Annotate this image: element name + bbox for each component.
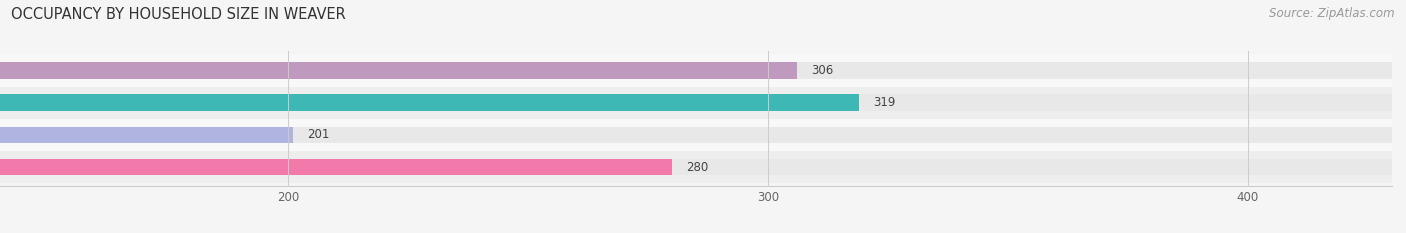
Bar [0,159,1392,175]
Text: 280: 280 [686,161,709,174]
Text: OCCUPANCY BY HOUSEHOLD SIZE IN WEAVER: OCCUPANCY BY HOUSEHOLD SIZE IN WEAVER [11,7,346,22]
Bar [0,151,1392,183]
Text: Source: ZipAtlas.com: Source: ZipAtlas.com [1270,7,1395,20]
Text: 306: 306 [811,64,834,77]
Bar [0,62,797,79]
Text: 319: 319 [873,96,896,109]
Bar [0,127,292,143]
Bar [0,127,1392,143]
Bar [0,87,1392,119]
Bar [0,159,672,175]
Bar [0,94,859,111]
Bar [0,119,1392,151]
Bar [0,94,1392,111]
Text: 201: 201 [307,128,329,141]
Bar [0,62,1392,79]
Bar [0,55,1392,87]
